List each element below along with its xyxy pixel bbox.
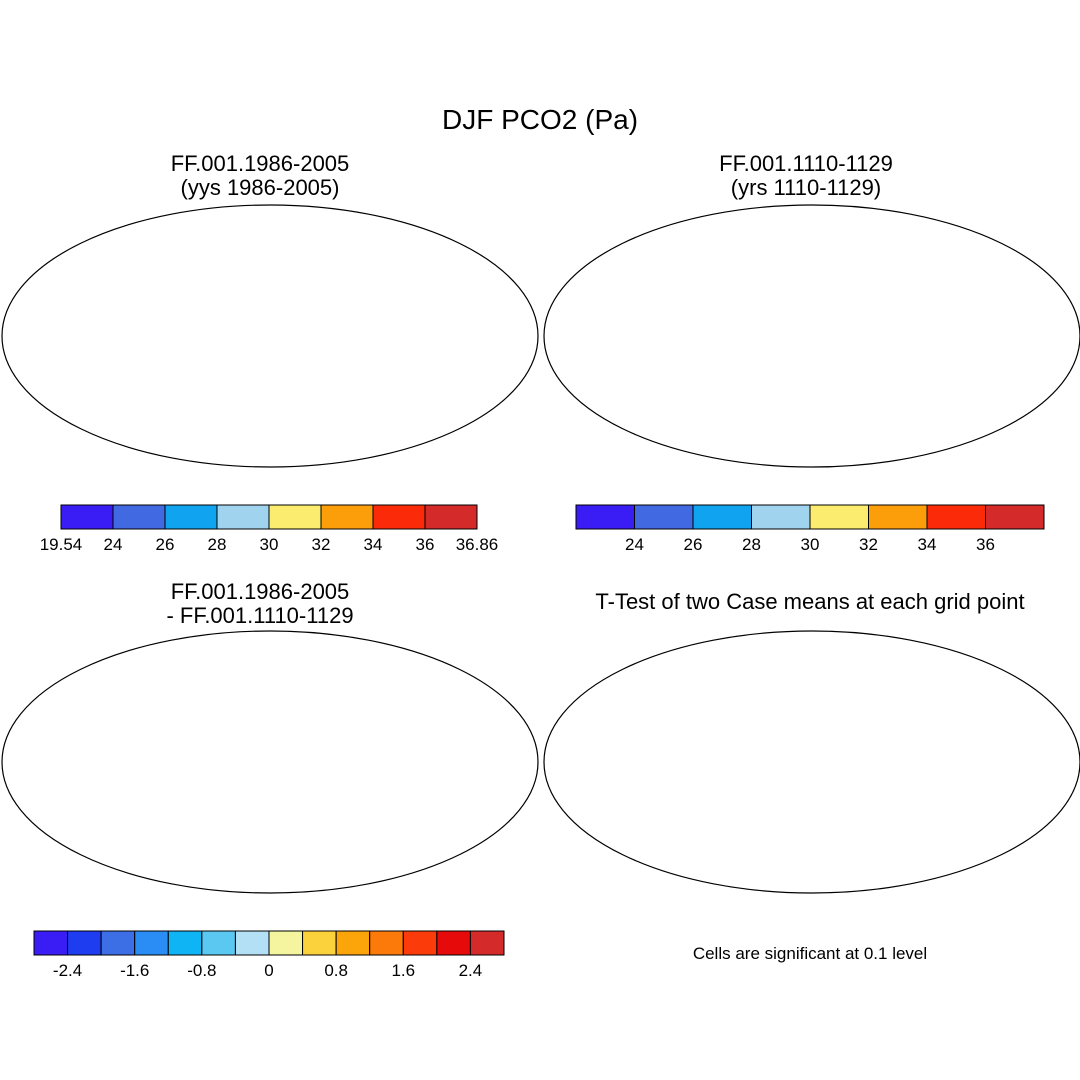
colorbar-box [320,504,374,530]
colorbar-label: 30 [801,535,820,554]
colorbar-box [167,930,203,956]
colorbar-label: 26 [684,535,703,554]
panel-2-title-line2: (yrs 1110-1129) [730,175,882,200]
colorbar-label: 2.4 [459,961,483,980]
colorbar-box [134,930,169,956]
colorbar-box [469,930,505,956]
colorbar-bottom-left: -2.4 -1.6 -0.8 0 0.8 1.6 2.4 [33,930,505,980]
colorbar-box [372,504,426,530]
panel-1-title: FF.001.1986-2005 (yys 1986-2005) [110,152,410,200]
colorbar-label: 34 [364,535,383,554]
colorbar-box [369,930,404,956]
colorbar-label: 0 [264,961,273,980]
colorbar-box [985,504,1045,530]
colorbar-box [751,504,811,530]
panel-3-title-line2: - FF.001.1110-1129 [166,603,354,628]
colorbar-label: 36.86 [456,535,499,554]
panel-1-title-line2: (yys 1986-2005) [180,175,340,200]
colorbar-box [67,930,102,956]
colorbar-box [268,504,322,530]
colorbar-top-right: 24 26 28 30 32 34 36 [575,504,1045,554]
map-panel-1 [1,204,539,468]
panel-3-title-line1: FF.001.1986-2005 [170,579,350,604]
colorbar-box [33,930,69,956]
colorbar-box [60,504,114,530]
colorbar-box [234,930,270,956]
map-panel-4 [543,630,1080,894]
map-border [1,204,539,468]
colorbar-label: 19.54 [40,535,83,554]
panel-2-title-line1: FF.001.1110-1129 [719,151,893,176]
colorbar-label: 1.6 [391,961,415,980]
colorbar-box [436,930,471,956]
map-panel-2 [543,204,1080,468]
colorbar-label: 32 [859,535,878,554]
colorbar-label: -1.6 [120,961,149,980]
colorbar-box [268,930,304,956]
colorbar-box [692,504,752,530]
colorbar-box [302,930,337,956]
map-border [1,630,539,894]
map-panel-3 [1,630,539,894]
panel-4-title: T-Test of two Case means at each grid po… [540,590,1080,614]
field-patch [105,454,155,462]
colorbar-label: 32 [312,535,331,554]
colorbar-box [926,504,986,530]
colorbar-label: 34 [918,535,937,554]
colorbar-box [575,504,635,530]
colorbar-label: 30 [260,535,279,554]
significance-note: Cells are significant at 0.1 level [692,944,928,963]
panel-1-title-line1: FF.001.1986-2005 [170,151,350,176]
colorbar-box [100,930,136,956]
colorbar-label: -2.4 [53,961,82,980]
map-border [543,204,1080,468]
colorbar-label: 26 [156,535,175,554]
colorbar-label: 36 [976,535,995,554]
panel-4-title-line1: T-Test of two Case means at each grid po… [595,589,1025,614]
colorbar-box [112,504,166,530]
colorbar-box [216,504,270,530]
colorbar-label: 24 [625,535,644,554]
colorbar-label: 24 [104,535,123,554]
panel-2-title: FF.001.1110-1129 (yrs 1110-1129) [656,152,956,200]
colorbar-label: 36 [416,535,435,554]
colorbar-box [335,930,371,956]
colorbar-box [424,504,478,530]
colorbar-box [809,504,869,530]
colorbar-box [634,504,694,530]
colorbar-label: 0.8 [324,961,348,980]
colorbar-label: 28 [208,535,227,554]
colorbar-top-left: 19.54 24 26 28 30 32 34 36 36.86 [40,504,499,554]
panel-3-title: FF.001.1986-2005 - FF.001.1110-1129 [110,580,410,628]
colorbar-label: 28 [742,535,761,554]
map-border [543,630,1080,894]
colorbar-box [868,504,928,530]
colorbar-box [201,930,236,956]
colorbar-label: -0.8 [187,961,216,980]
colorbar-box [402,930,438,956]
colorbar-box [164,504,218,530]
figure-title: DJF PCO2 (Pa) [441,104,639,135]
